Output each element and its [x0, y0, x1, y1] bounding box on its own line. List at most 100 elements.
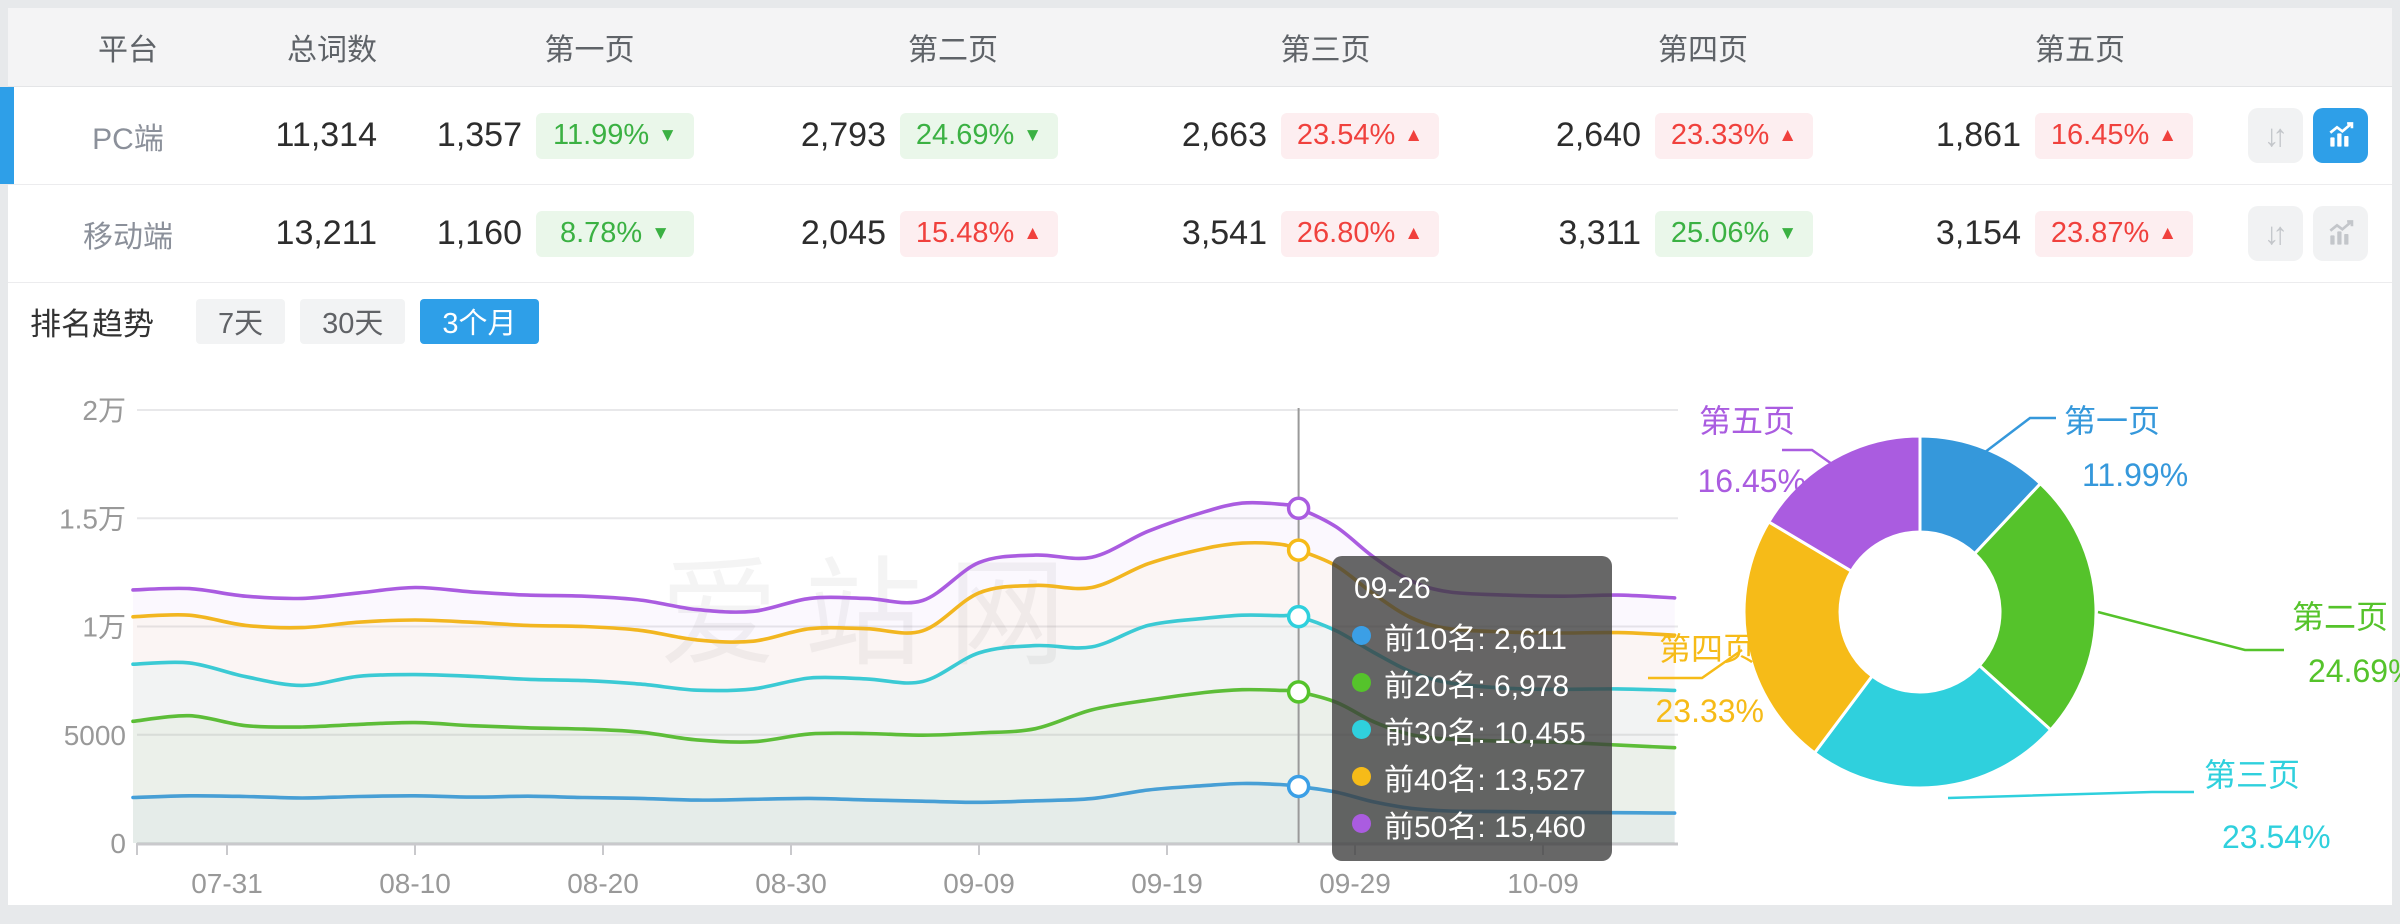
- col-header-5: 第四页: [1658, 34, 1748, 67]
- chart-tooltip: 09-26 前10名: 2,611 前20名: 6,978 前30名: 10,455…: [1332, 556, 1612, 861]
- page5-count: 3,154: [1935, 214, 2021, 252]
- page2-count: 2,045: [800, 214, 886, 252]
- tooltip-item: 前10名: 2,611: [1352, 612, 1586, 659]
- arrow-down-icon: ▼: [658, 125, 678, 146]
- series-dot: [1352, 720, 1371, 739]
- tab-range-2[interactable]: 3个月: [420, 298, 539, 344]
- page4-count: 2,640: [1555, 116, 1641, 154]
- active-row-indicator: [0, 87, 14, 184]
- pct-badge: 23.33% ▲: [1655, 112, 1813, 159]
- tooltip-item-text: 前50名: 15,460: [1384, 810, 1586, 844]
- series-dot: [1352, 767, 1371, 786]
- page4-count: 3,311: [1558, 214, 1641, 252]
- arrow-up-icon: ▲: [1404, 125, 1424, 146]
- pct-badge: 15.48% ▲: [900, 210, 1058, 257]
- pct-badge: 8.78% ▼: [536, 210, 694, 257]
- table-row[interactable]: PC端 11,314 1,357 11.99% ▼ 2,793 24.69% ▼ 2,663 23…: [0, 87, 2392, 185]
- table-row[interactable]: 移动端 13,211 1,160 8.78% ▼ 2,045 15.48% ▲ 3,541 26.…: [8, 185, 2392, 283]
- trend-range-tabs: 7天 30天 3个月: [196, 298, 554, 344]
- pct-badge-cell: 11.99% ▼: [528, 112, 706, 159]
- total-words-value: 13,211: [275, 214, 377, 252]
- pct-badge-cell: 16.45% ▲: [2027, 112, 2205, 159]
- pct-value: 24.69%: [915, 119, 1015, 151]
- tooltip-item-text: 前20名: 6,978: [1384, 669, 1570, 703]
- trend-toolbar: 排名趋势 7天 30天 3个月: [8, 280, 2392, 362]
- pct-value: 16.45%: [2050, 119, 2150, 151]
- pct-badge-cell: 23.87% ▲: [2027, 210, 2205, 257]
- pct-badge: 11.99% ▼: [536, 112, 694, 159]
- tooltip-items: 前10名: 2,611 前20名: 6,978 前30名: 10,455 前40名: …: [1352, 612, 1586, 847]
- total-words-value: 11,314: [275, 116, 377, 154]
- col-header-4: 第三页: [1280, 34, 1371, 67]
- col-header-3: 第二页: [908, 34, 998, 67]
- pct-badge-cell: 15.48% ▲: [892, 210, 1070, 257]
- series-dot: [1352, 814, 1371, 833]
- col-header-2: 第一页: [544, 34, 635, 67]
- tooltip-item-text: 前30名: 10,455: [1384, 716, 1586, 750]
- pct-value: 15.48%: [915, 217, 1015, 249]
- pct-value: 23.33%: [1670, 119, 1770, 151]
- arrow-down-icon: ▼: [1778, 223, 1798, 244]
- tooltip-item: 前30名: 10,455: [1352, 706, 1586, 753]
- pct-value: 23.87%: [2050, 217, 2150, 249]
- arrow-down-icon: ▼: [651, 223, 671, 244]
- sort-arrows-icon: ↓↑: [2264, 215, 2288, 251]
- col-header-0: 平台: [98, 34, 158, 67]
- tab-range-0[interactable]: 7天: [196, 298, 286, 344]
- pct-badge: 23.54% ▲: [1281, 112, 1439, 159]
- tooltip-item-text: 前40名: 13,527: [1384, 763, 1586, 797]
- pct-value: 23.54%: [1296, 119, 1396, 151]
- page3-count: 3,541: [1181, 214, 1267, 252]
- page1-count: 1,357: [436, 116, 522, 154]
- page5-count: 1,861: [1935, 116, 2021, 154]
- sort-button[interactable]: ↓↑: [2248, 206, 2303, 261]
- tooltip-item: 前20名: 6,978: [1352, 659, 1586, 706]
- arrow-up-icon: ▲: [1404, 223, 1424, 244]
- trend-chart-button[interactable]: [2313, 206, 2368, 261]
- row-actions: ↓↑: [2205, 108, 2392, 163]
- trend-chart-button[interactable]: [2313, 108, 2368, 163]
- arrow-up-icon: ▲: [2158, 125, 2178, 146]
- sort-arrows-icon: ↓↑: [2264, 117, 2288, 153]
- pct-value: 26.80%: [1296, 217, 1396, 249]
- col-header-1: 总词数: [287, 34, 377, 67]
- row-actions: ↓↑: [2205, 206, 2392, 261]
- series-dot: [1352, 673, 1371, 692]
- tooltip-date: 09-26: [1354, 572, 1431, 605]
- pct-badge-cell: 8.78% ▼: [528, 210, 706, 257]
- trend-title: 排名趋势: [30, 306, 154, 342]
- pct-badge-cell: 23.33% ▲: [1647, 112, 1825, 159]
- platform-label: 移动端: [83, 220, 173, 254]
- page2-count: 2,793: [800, 116, 886, 154]
- pct-value: 8.78%: [559, 217, 643, 249]
- pct-value: 11.99%: [552, 119, 650, 151]
- table-body: PC端 11,314 1,357 11.99% ▼ 2,793 24.69% ▼ 2,663 23…: [0, 87, 2392, 283]
- table-header-row: 平台 总词数 第一页 第二页 第三页 第四页 第五页: [8, 8, 2392, 87]
- platform-label: PC端: [92, 122, 164, 156]
- tooltip-item: 前40名: 13,527: [1352, 753, 1586, 800]
- pct-badge-cell: 26.80% ▲: [1273, 210, 1451, 257]
- pct-badge-cell: 23.54% ▲: [1273, 112, 1451, 159]
- col-header-6: 第五页: [2035, 34, 2125, 67]
- page3-count: 2,663: [1181, 116, 1267, 154]
- pct-badge: 24.69% ▼: [900, 112, 1058, 159]
- pct-badge: 25.06% ▼: [1655, 210, 1813, 257]
- pct-badge-cell: 25.06% ▼: [1647, 210, 1825, 257]
- page1-count: 1,160: [436, 214, 522, 252]
- tooltip-item-text: 前10名: 2,611: [1384, 622, 1567, 656]
- series-dot: [1352, 626, 1371, 645]
- tooltip-item: 前50名: 15,460: [1352, 800, 1586, 847]
- sort-button[interactable]: ↓↑: [2248, 108, 2303, 163]
- arrow-up-icon: ▲: [2158, 223, 2178, 244]
- pct-badge: 23.87% ▲: [2035, 210, 2193, 257]
- arrow-up-icon: ▲: [1023, 223, 1043, 244]
- content-card: 平台 总词数 第一页 第二页 第三页 第四页 第五页 PC端 11,314 1,357 11.99…: [0, 8, 2392, 905]
- trend-chart-icon: [2329, 219, 2353, 245]
- arrow-down-icon: ▼: [1023, 125, 1043, 146]
- pct-badge: 26.80% ▲: [1281, 210, 1439, 257]
- pct-badge-cell: 24.69% ▼: [892, 112, 1070, 159]
- arrow-up-icon: ▲: [1778, 125, 1798, 146]
- pct-badge: 16.45% ▲: [2035, 112, 2193, 159]
- tab-range-1[interactable]: 30天: [300, 298, 406, 344]
- trend-chart-icon: [2329, 121, 2353, 147]
